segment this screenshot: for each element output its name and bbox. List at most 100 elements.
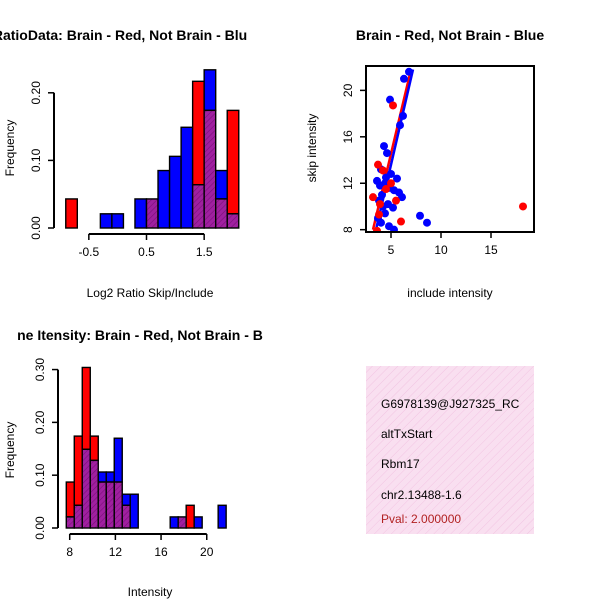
intensity-histogram-bar-not-brain — [217, 504, 227, 529]
ratio-histogram-bars — [65, 69, 240, 229]
intensity-histogram-xlabel: Intensity — [128, 585, 173, 599]
intensity-histogram-bar-overlap — [89, 459, 99, 529]
intensity-histogram-bar-brain — [185, 504, 195, 529]
ratio-histogram: RatioData: Brain - Red, Not Brain - Blu … — [0, 27, 247, 300]
info-box-background — [366, 366, 534, 534]
ratio-histogram-title: RatioData: Brain - Red, Not Brain - Blu — [0, 27, 247, 43]
scatter-point-not-brain — [373, 176, 381, 185]
scatter-point-brain — [397, 217, 405, 226]
event-id: G6978139@J927325_RC — [381, 397, 520, 411]
ratio-histogram-y-tick-label: 0.00 — [29, 216, 43, 240]
ratio-histogram-bar-overlap — [203, 109, 217, 229]
scatter-x-tick-label: 5 — [388, 243, 395, 257]
intensity-histogram-x-tick-label: 20 — [200, 545, 214, 559]
intensity-histogram-bar-brain — [73, 435, 83, 506]
ratio-histogram-bar-overlap — [145, 198, 159, 229]
ratio-histogram-bar-overlap — [214, 198, 228, 229]
location: chr2.13488-1.6 — [381, 488, 462, 502]
scatter-marks — [369, 67, 527, 232]
ratio-histogram-x-tick-label: -0.5 — [78, 245, 99, 259]
scatter-point-not-brain — [382, 173, 390, 182]
intensity-histogram-axes: 8 12 16 20 0.00 0.10 0.20 0.30 — [33, 358, 214, 559]
ratio-histogram-bar-overlap — [191, 184, 205, 229]
scatter-point-brain — [382, 185, 390, 194]
scatter-point-brain — [369, 193, 377, 202]
scatter-point-not-brain — [395, 188, 403, 197]
scatter-point-brain — [392, 196, 400, 205]
intensity-histogram-bar-brain — [65, 481, 75, 518]
intensity-histogram-y-tick-label: 0.10 — [33, 463, 47, 487]
intensity-histogram-y-tick-label: 0.00 — [33, 516, 47, 540]
scatter-xlabel: include intensity — [407, 286, 492, 300]
scatter-point-brain — [519, 202, 527, 211]
intensity-histogram-y-tick-label: 0.30 — [33, 358, 47, 382]
intensity-histogram-ylabel: Frequency — [3, 422, 17, 479]
intensity-histogram-bar-overlap — [177, 516, 187, 529]
ratio-histogram-ylabel: Frequency — [3, 120, 17, 177]
scatter-point-not-brain — [377, 218, 385, 227]
ratio-histogram-bar-not-brain — [203, 69, 217, 112]
scatter-point-not-brain — [393, 174, 401, 183]
intensity-histogram-bar-overlap — [97, 481, 107, 529]
intensity-histogram-bar-not-brain — [169, 516, 179, 529]
intensity-histogram-bar-not-brain — [121, 493, 131, 506]
scatter-x-tick-label: 15 — [484, 243, 498, 257]
ratio-histogram-bar-brain — [191, 80, 205, 186]
intensity-histogram-bar-overlap — [81, 448, 91, 529]
scatter-point-not-brain — [416, 211, 424, 220]
intensity-histogram-y-tick-label: 0.20 — [33, 410, 47, 434]
scatter-point-not-brain — [389, 203, 397, 212]
scatter-y-tick-label: 12 — [341, 176, 355, 190]
ratio-histogram-bar-brain — [226, 109, 240, 215]
ratio-histogram-xlabel: Log2 Ratio Skip/Include — [87, 286, 214, 300]
scatter-y-tick-label: 20 — [341, 83, 355, 97]
gene-symbol: Rbm17 — [381, 457, 420, 471]
ratio-histogram-bar-not-brain — [134, 198, 148, 229]
scatter-point-brain — [375, 210, 383, 219]
intensity-histogram-x-tick-label: 16 — [154, 545, 168, 559]
event-info-box: G6978139@J927325_RC altTxStart Rbm17 chr… — [366, 366, 534, 534]
scatter-point-brain — [376, 200, 384, 209]
scatter-point-not-brain — [423, 218, 431, 227]
scatter-point-not-brain — [405, 67, 413, 76]
scatter-x-tick-label: 10 — [434, 243, 448, 257]
scatter-point-not-brain — [390, 225, 398, 232]
ratio-histogram-bar-overlap — [226, 213, 240, 229]
intensity-histogram-bar-overlap — [65, 516, 75, 529]
scatter-point-brain — [374, 160, 382, 169]
intensity-histogram-bar-brain — [81, 366, 91, 451]
intensity-histogram-bar-overlap — [73, 504, 83, 529]
ratio-histogram-bar-brain — [65, 198, 79, 229]
intensity-histogram-bar-not-brain — [193, 516, 203, 529]
scatter-axes: 5 10 15 8 12 16 20 — [341, 65, 535, 257]
event-type: altTxStart — [381, 427, 433, 441]
ratio-histogram-x-tick-label: 1.5 — [196, 245, 213, 259]
scatter-point-not-brain — [399, 111, 407, 120]
intensity-histogram-bar-overlap — [105, 481, 115, 529]
scatter-point-brain — [389, 101, 397, 110]
ratio-histogram-bar-not-brain — [168, 155, 182, 229]
scatter-point-not-brain — [380, 142, 388, 151]
pval-text: Pval: 2.000000 — [381, 512, 461, 526]
ratio-histogram-y-tick-label: 0.20 — [29, 81, 43, 105]
intensity-histogram-bar-not-brain — [129, 493, 139, 529]
intensity-histogram-x-tick-label: 12 — [109, 545, 123, 559]
intensity-histogram-bars — [65, 366, 227, 529]
scatter-point-brain — [379, 166, 387, 175]
ratio-histogram-bar-not-brain — [99, 213, 113, 229]
ratio-histogram-bar-not-brain — [157, 169, 171, 229]
scatter-y-tick-label: 8 — [341, 226, 355, 233]
ratio-histogram-axes: -0.5 0.5 1.5 0.00 0.10 0.20 — [29, 81, 213, 259]
ratio-histogram-y-tick-label: 0.10 — [29, 148, 43, 172]
intensity-histogram-bar-not-brain — [113, 437, 123, 483]
intensity-histogram-bar-not-brain — [105, 471, 115, 483]
scatter-y-tick-label: 16 — [341, 130, 355, 144]
ratio-histogram-bar-not-brain — [111, 213, 125, 229]
scatter-point-not-brain — [381, 209, 389, 218]
scatter-point-brain — [373, 226, 381, 232]
intensity-histogram: ne Itensity: Brain - Red, Not Brain - B … — [3, 327, 263, 599]
intensity-histogram-x-tick-label: 8 — [66, 545, 73, 559]
scatter-title: Brain - Red, Not Brain - Blue — [356, 27, 544, 43]
intensity-histogram-title: ne Itensity: Brain - Red, Not Brain - B — [17, 327, 263, 343]
